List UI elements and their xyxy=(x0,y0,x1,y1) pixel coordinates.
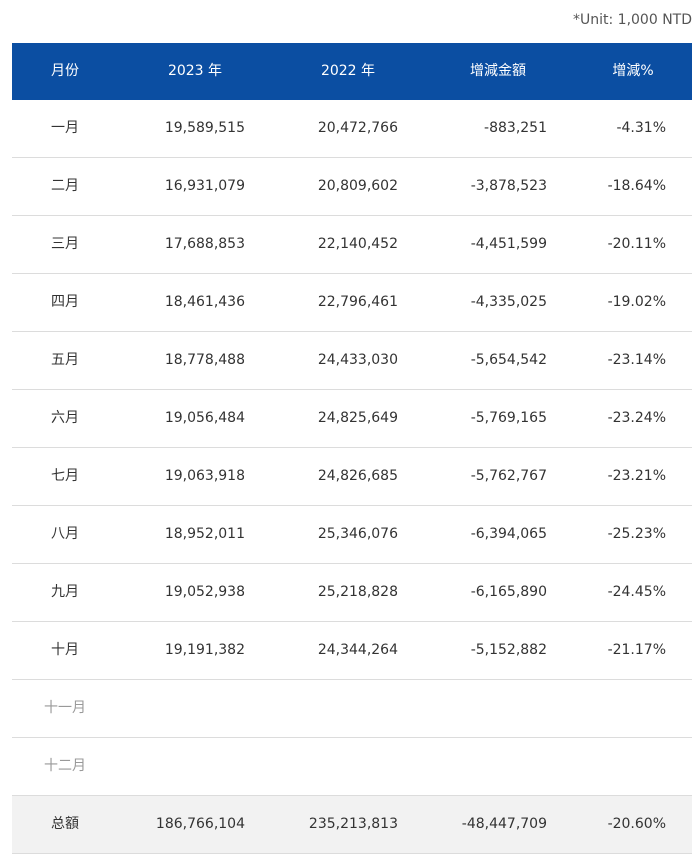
table-cell: 七月 xyxy=(51,468,79,484)
total-row: 总額 186,766,104 235,213,813 -48,447,709 -20.6… xyxy=(12,796,692,854)
table-cell: 24,825,649 xyxy=(317,410,398,426)
table-cell: 24,826,685 xyxy=(317,468,398,484)
table-cell: -20.11% xyxy=(607,236,666,252)
table-cell: 22,796,461 xyxy=(317,294,398,310)
table-row: 一月 19,589,515 20,472,766 -883,251 -4.31% xyxy=(12,100,692,158)
header-cell: 增減% xyxy=(612,63,654,79)
table-cell: 三月 xyxy=(51,236,79,252)
table-row: 八月 18,952,011 25,346,076 -6,394,065 -25.23% xyxy=(12,506,692,564)
table-cell: 十月 xyxy=(51,642,79,658)
table-cell: -5,769,165 xyxy=(470,410,547,426)
total-cell: -48,447,709 xyxy=(461,816,547,832)
table-row: 七月 19,063,918 24,826,685 -5,762,767 -23.21% xyxy=(12,448,692,506)
total-cell: 235,213,813 xyxy=(308,816,398,832)
table-cell: -23.21% xyxy=(607,468,666,484)
table-cell: -6,394,065 xyxy=(470,526,547,542)
table-row: 三月 17,688,853 22,140,452 -4,451,599 -20.11% xyxy=(12,216,692,274)
table-cell: 25,346,076 xyxy=(317,526,398,542)
total-cell: 总額 xyxy=(51,816,79,832)
table-row: 六月 19,056,484 24,825,649 -5,769,165 -23.24% xyxy=(12,390,692,448)
table-cell: -4,335,025 xyxy=(470,294,547,310)
table-cell: -18.64% xyxy=(607,178,666,194)
table-cell: -4.31% xyxy=(616,120,666,136)
table-cell: -19.02% xyxy=(607,294,666,310)
header-cell: 月份 xyxy=(51,63,79,79)
table-cell: 十一月 xyxy=(44,700,86,716)
table-cell: 19,589,515 xyxy=(164,120,245,136)
table-cell: 四月 xyxy=(51,294,79,310)
table-row: 九月 19,052,938 25,218,828 -6,165,890 -24.45% xyxy=(12,564,692,622)
header-cell: 2023 年 xyxy=(167,63,223,79)
table-cell: -21.17% xyxy=(607,642,666,658)
table-cell: 17,688,853 xyxy=(164,236,245,252)
table-cell: 五月 xyxy=(51,352,79,368)
table-cell: -23.14% xyxy=(607,352,666,368)
table-cell: 二月 xyxy=(51,178,79,194)
table-cell: 20,472,766 xyxy=(317,120,398,136)
table-row: 五月 18,778,488 24,433,030 -5,654,542 -23.14% xyxy=(12,332,692,390)
table-cell: 九月 xyxy=(51,584,79,600)
table-cell: -4,451,599 xyxy=(470,236,547,252)
header-cell: 增減金額 xyxy=(470,63,526,79)
table-cell: 18,952,011 xyxy=(164,526,245,542)
table-cell: 24,344,264 xyxy=(317,642,398,658)
table-cell: 六月 xyxy=(51,410,79,426)
table-row: 十二月 xyxy=(12,738,692,796)
table-cell: -5,152,882 xyxy=(470,642,547,658)
table-row: 四月 18,461,436 22,796,461 -4,335,025 -19.02% xyxy=(12,274,692,332)
table-cell: 19,056,484 xyxy=(164,410,245,426)
total-cell: 186,766,104 xyxy=(155,816,245,832)
table-cell: 19,052,938 xyxy=(164,584,245,600)
table-cell: 19,063,918 xyxy=(164,468,245,484)
total-cell: -20.60% xyxy=(607,816,666,832)
table-row: 二月 16,931,079 20,809,602 -3,878,523 -18.64% xyxy=(12,158,692,216)
table-cell: -25.23% xyxy=(607,526,666,542)
table-cell: 16,931,079 xyxy=(164,178,245,194)
table-cell: -24.45% xyxy=(607,584,666,600)
table-cell: -5,762,767 xyxy=(470,468,547,484)
table-cell: -3,878,523 xyxy=(470,178,547,194)
table-cell: 19,191,382 xyxy=(164,642,245,658)
unit-note: *Unit: 1,000 NTD xyxy=(573,12,692,28)
table-cell: 22,140,452 xyxy=(317,236,398,252)
table-cell: 十二月 xyxy=(44,758,86,774)
table-cell: 八月 xyxy=(51,526,79,542)
table-row: 十一月 xyxy=(12,680,692,738)
table: 月份 2023 年 2022 年 增減金額 增減% 一月 19,589,515 20,472,… xyxy=(12,43,692,854)
header-cell: 2022 年 xyxy=(320,63,376,79)
table-cell: -5,654,542 xyxy=(470,352,547,368)
table-cell: -6,165,890 xyxy=(470,584,547,600)
table-cell: 18,778,488 xyxy=(164,352,245,368)
table-cell: 18,461,436 xyxy=(164,294,245,310)
table-cell: 20,809,602 xyxy=(317,178,398,194)
table-cell: 一月 xyxy=(51,120,79,136)
header-row: 月份 2023 年 2022 年 增減金額 增減% xyxy=(12,43,692,100)
table-row: 十月 19,191,382 24,344,264 -5,152,882 -21.17% xyxy=(12,622,692,680)
table-cell: -883,251 xyxy=(484,120,547,136)
table-cell: -23.24% xyxy=(607,410,666,426)
table-cell: 24,433,030 xyxy=(317,352,398,368)
table-cell: 25,218,828 xyxy=(317,584,398,600)
